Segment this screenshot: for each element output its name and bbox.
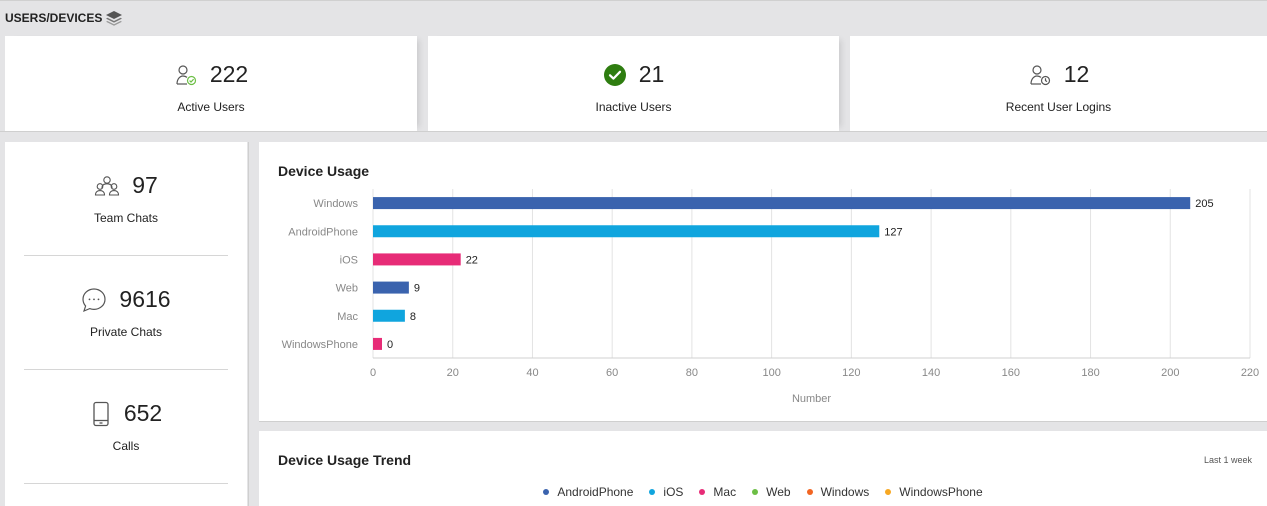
legend-dot-icon <box>752 489 759 495</box>
trend-legend: AndroidPhone iOS Mac Web Windows WindowsPhone <box>259 485 1267 499</box>
x-tick-label: 160 <box>1002 367 1020 379</box>
legend-dot-icon <box>699 489 706 495</box>
stat-card-inactive-users[interactable]: 21 Inactive Users <box>428 36 839 131</box>
divider <box>24 369 228 370</box>
inactive-users-label: Inactive Users <box>595 100 672 114</box>
bar-value-label: 127 <box>884 226 902 238</box>
x-tick-label: 0 <box>370 367 376 379</box>
legend-dot-icon <box>543 489 550 495</box>
chat-bubble-icon <box>81 287 107 313</box>
private-chats-count: 9616 <box>119 286 171 312</box>
x-tick-label: 20 <box>447 367 459 379</box>
device-usage-title: Device Usage <box>278 163 370 179</box>
legend-item[interactable]: Web <box>752 485 791 499</box>
stat-private-chats[interactable]: 9616 Private Chats <box>5 256 247 370</box>
recent-logins-count: 12 <box>1063 61 1090 87</box>
y-category-label: Mac <box>337 311 358 323</box>
legend-label: iOS <box>663 485 684 499</box>
device-usage-panel: Device Usage 0 20 40 60 80 100 120 140 160 180 200… <box>259 142 1267 421</box>
bar-value-label: 22 <box>466 254 478 266</box>
active-users-label: Active Users <box>177 100 245 114</box>
divider <box>24 255 228 256</box>
divider <box>248 142 249 506</box>
legend-label: Web <box>766 485 791 499</box>
bar-value-label: 205 <box>1195 198 1213 210</box>
y-category-label: AndroidPhone <box>288 226 358 238</box>
y-category-label: iOS <box>340 254 358 266</box>
legend-dot-icon <box>885 489 892 495</box>
bar-windows <box>373 197 1191 210</box>
x-axis-title: Number <box>792 393 831 405</box>
range-label[interactable]: Last 1 week <box>1203 455 1252 465</box>
legend-item[interactable]: iOS <box>649 485 683 499</box>
divider <box>0 131 1267 132</box>
device-trend-panel: Device Usage Trend Last 1 week AndroidPh… <box>259 431 1267 506</box>
legend-item[interactable]: WindowsPhone <box>885 485 983 499</box>
stat-card-recent-logins[interactable]: 12 Recent User Logins <box>850 36 1267 131</box>
bar-mac <box>373 309 405 322</box>
legend-label: WindowsPhone <box>899 485 983 499</box>
divider <box>259 421 1267 422</box>
calls-count: 652 <box>123 400 163 426</box>
y-category-label: Windows <box>313 198 358 210</box>
bar-ios <box>373 253 461 266</box>
legend-label: Mac <box>713 485 737 499</box>
team-icon <box>94 174 120 198</box>
legend-item[interactable]: Mac <box>699 485 736 499</box>
page-title: USERS/DEVICES <box>5 11 103 25</box>
bar-value-label: 8 <box>410 311 416 323</box>
legend-label: Windows <box>820 485 870 499</box>
x-tick-label: 200 <box>1161 367 1179 379</box>
recent-logins-label: Recent User Logins <box>1005 100 1112 114</box>
legend-label: AndroidPhone <box>557 485 634 499</box>
divider <box>24 483 228 484</box>
legend-dot-icon <box>806 489 813 495</box>
y-category-label: WindowsPhone <box>282 339 358 351</box>
user-clock-icon <box>1028 63 1052 87</box>
calls-label: Calls <box>112 439 140 453</box>
x-tick-label: 120 <box>842 367 860 379</box>
legend-item[interactable]: AndroidPhone <box>543 485 633 499</box>
x-tick-label: 220 <box>1241 367 1259 379</box>
x-tick-label: 60 <box>606 367 618 379</box>
x-tick-label: 140 <box>922 367 940 379</box>
x-tick-label: 80 <box>686 367 698 379</box>
team-chats-label: Team Chats <box>93 211 159 225</box>
private-chats-label: Private Chats <box>89 325 163 339</box>
chat-stats-panel: 97 Team Chats 9616 Private Chats <box>5 142 247 506</box>
x-tick-label: 100 <box>762 367 780 379</box>
x-tick-label: 40 <box>526 367 538 379</box>
legend-dot-icon <box>649 489 656 495</box>
layers-icon[interactable] <box>105 10 123 26</box>
device-trend-title: Device Usage Trend <box>278 452 412 468</box>
y-category-label: Web <box>336 283 358 295</box>
inactive-users-count: 21 <box>638 61 665 87</box>
x-tick-label: 180 <box>1081 367 1099 379</box>
user-check-icon <box>174 63 198 87</box>
active-users-count: 222 <box>209 61 249 87</box>
bar-value-label: 0 <box>387 339 393 351</box>
bar-value-label: 9 <box>414 283 420 295</box>
bar-androidphone <box>373 225 880 238</box>
stat-calls[interactable]: 652 Calls <box>5 370 247 484</box>
phone-icon <box>90 401 112 427</box>
bar-web <box>373 281 409 294</box>
team-chats-count: 97 <box>132 172 158 198</box>
stat-team-chats[interactable]: 97 Team Chats <box>5 142 247 256</box>
check-circle-icon <box>603 63 627 87</box>
legend-item[interactable]: Windows <box>806 485 870 499</box>
page-header: USERS/DEVICES <box>0 0 1267 35</box>
bar-windowsphone <box>373 337 382 350</box>
stat-card-active-users[interactable]: 222 Active Users <box>5 36 417 131</box>
